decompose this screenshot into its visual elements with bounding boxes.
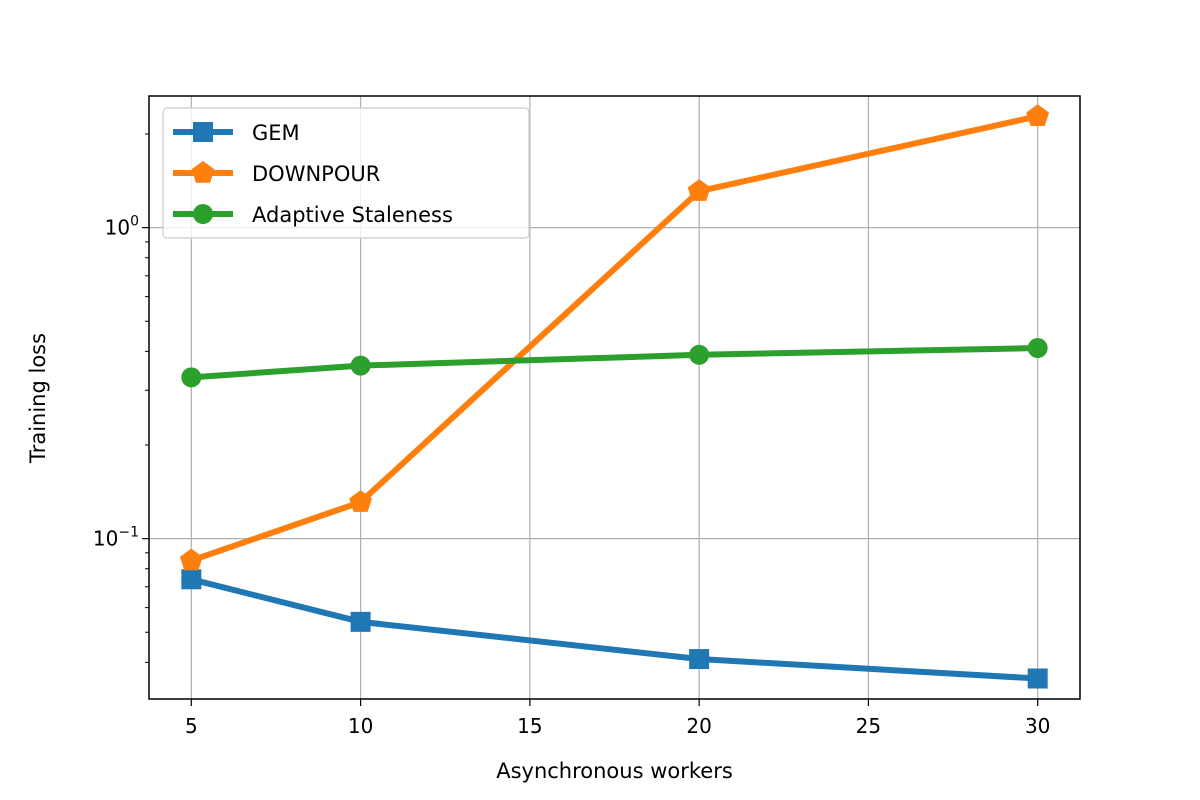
data-point: [1026, 104, 1050, 127]
series-line: [190, 576, 1038, 682]
data-point: [349, 490, 372, 512]
legend-entry: GEM: [173, 121, 300, 145]
legend-marker: [191, 161, 215, 183]
legend-entry: Adaptive Staleness: [173, 203, 453, 227]
legend-label: GEM: [252, 121, 300, 145]
x-tick-label: 25: [856, 714, 881, 738]
data-point: [689, 649, 710, 670]
data-point: [687, 179, 711, 201]
x-tick-label: 15: [517, 714, 542, 738]
data-point: [181, 569, 202, 590]
series-adaptive-staleness: [181, 338, 1048, 388]
series-line: [190, 113, 1039, 564]
y-tick-label: 100: [105, 214, 139, 240]
legend-entry: DOWNPOUR: [173, 161, 380, 186]
data-point: [350, 355, 371, 376]
legend-marker: [193, 204, 213, 224]
series-gem: [181, 569, 1048, 689]
data-point: [1027, 338, 1048, 359]
plot-frame: [148, 95, 1081, 700]
legend-marker: [193, 122, 213, 142]
series-downpour: [179, 104, 1050, 571]
series-layer: [179, 104, 1050, 689]
data-point: [1027, 668, 1048, 689]
y-tick-label: 10−1: [93, 525, 139, 551]
x-tick-label: 20: [686, 714, 711, 738]
x-axis-label: Asynchronous workers: [496, 759, 733, 783]
data-point: [689, 344, 710, 365]
x-tick-label: 10: [348, 714, 373, 738]
legend: GEM DOWNPOUR Adaptive Staleness: [162, 107, 530, 239]
legend-label: Adaptive Staleness: [252, 203, 453, 227]
x-tick-label: 30: [1025, 714, 1050, 738]
y-axis-label: Training loss: [26, 333, 50, 464]
series-line: [191, 345, 1038, 381]
x-tick-label: 5: [185, 714, 198, 738]
data-point: [181, 367, 202, 388]
data-point: [179, 548, 203, 571]
legend-box: [162, 107, 530, 239]
ticks: 5 10 15 20 25 30 10−1 100: [93, 133, 1050, 738]
legend-label: DOWNPOUR: [252, 162, 380, 186]
data-point: [350, 611, 371, 632]
